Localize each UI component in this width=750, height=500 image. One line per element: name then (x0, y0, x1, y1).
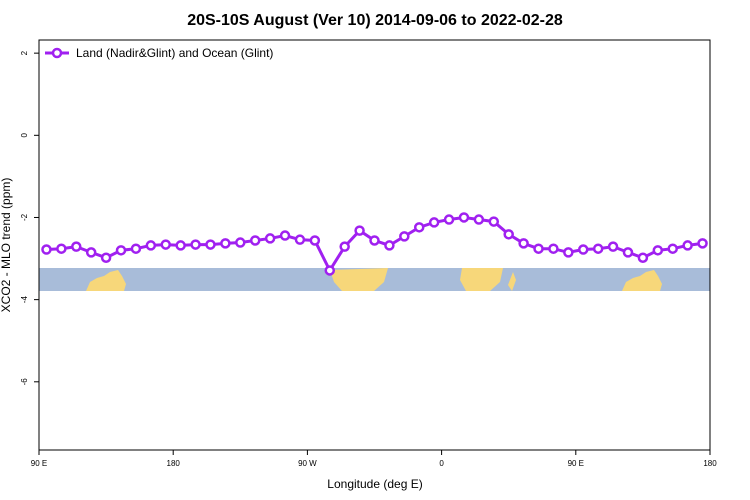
x-tick-label: 0 (439, 459, 444, 468)
data-point (130, 243, 142, 254)
data-point (249, 235, 261, 246)
land-africa (460, 268, 503, 291)
data-point (71, 241, 82, 252)
data-point (160, 239, 171, 250)
data-point (652, 245, 664, 256)
chart-title: 20S-10S August (Ver 10) 2014-09-06 to 20… (187, 12, 563, 29)
map-band (39, 268, 710, 291)
data-point (309, 235, 321, 246)
data-point (354, 225, 365, 236)
data-point (428, 217, 440, 228)
data-point (667, 243, 678, 254)
plot-frame (38, 39, 711, 451)
x-axis-label: Longitude (deg E) (327, 477, 422, 491)
x-tick-label: 90 E (31, 459, 47, 468)
data-point (41, 244, 52, 255)
data-point (578, 244, 589, 255)
land-australia (86, 270, 126, 291)
data-point (607, 241, 619, 252)
legend-label: Land (Nadir&Glint) and Ocean (Glint) (76, 46, 273, 60)
data-point (115, 245, 127, 256)
data-point (190, 239, 201, 250)
y-tick-label: -4 (20, 296, 29, 304)
data-point (473, 214, 485, 225)
data-point (503, 229, 514, 240)
data-point (235, 237, 246, 248)
data-point (324, 265, 336, 276)
data-point (697, 238, 708, 249)
land-south-america (330, 268, 388, 291)
data-point (443, 214, 455, 225)
x-tick-label: 180 (703, 459, 717, 468)
legend: Land (Nadir&Glint) and Ocean (Glint) (45, 46, 273, 60)
data-point (339, 241, 350, 252)
data-point (533, 243, 544, 254)
data-point (399, 231, 410, 242)
x-tick-label: 90 E (568, 459, 584, 468)
y-tick-label: 2 (20, 50, 29, 55)
y-tick-label: -2 (20, 213, 29, 221)
data-point (279, 230, 291, 241)
data-point (56, 243, 67, 254)
legend-marker (51, 47, 63, 59)
data-point (369, 235, 380, 246)
data-point (488, 216, 500, 227)
land-australia-2 (622, 270, 662, 291)
land-madagascar (508, 272, 516, 291)
data-point (682, 240, 693, 251)
data-point (637, 252, 649, 263)
data-point (294, 234, 306, 245)
data-point (413, 222, 425, 233)
data-point (85, 247, 97, 258)
x-tick-label: 180 (167, 459, 181, 468)
data-point (175, 240, 186, 251)
data-point (220, 238, 231, 249)
x-tick-label: 90 W (298, 459, 317, 468)
y-tick-label: 0 (20, 133, 29, 138)
y-axis-label: XCO2 - MLO trend (ppm) (0, 178, 13, 313)
data-point (592, 243, 604, 254)
data-point (264, 233, 276, 244)
data-point (563, 247, 574, 258)
data-point (518, 238, 529, 249)
data-point (145, 240, 157, 251)
data-point (205, 239, 216, 250)
y-tick-label: -6 (20, 378, 29, 386)
data-point (384, 240, 395, 251)
data-point (548, 243, 559, 254)
data-point (100, 252, 112, 263)
data-point (458, 212, 470, 223)
data-point (622, 247, 634, 258)
